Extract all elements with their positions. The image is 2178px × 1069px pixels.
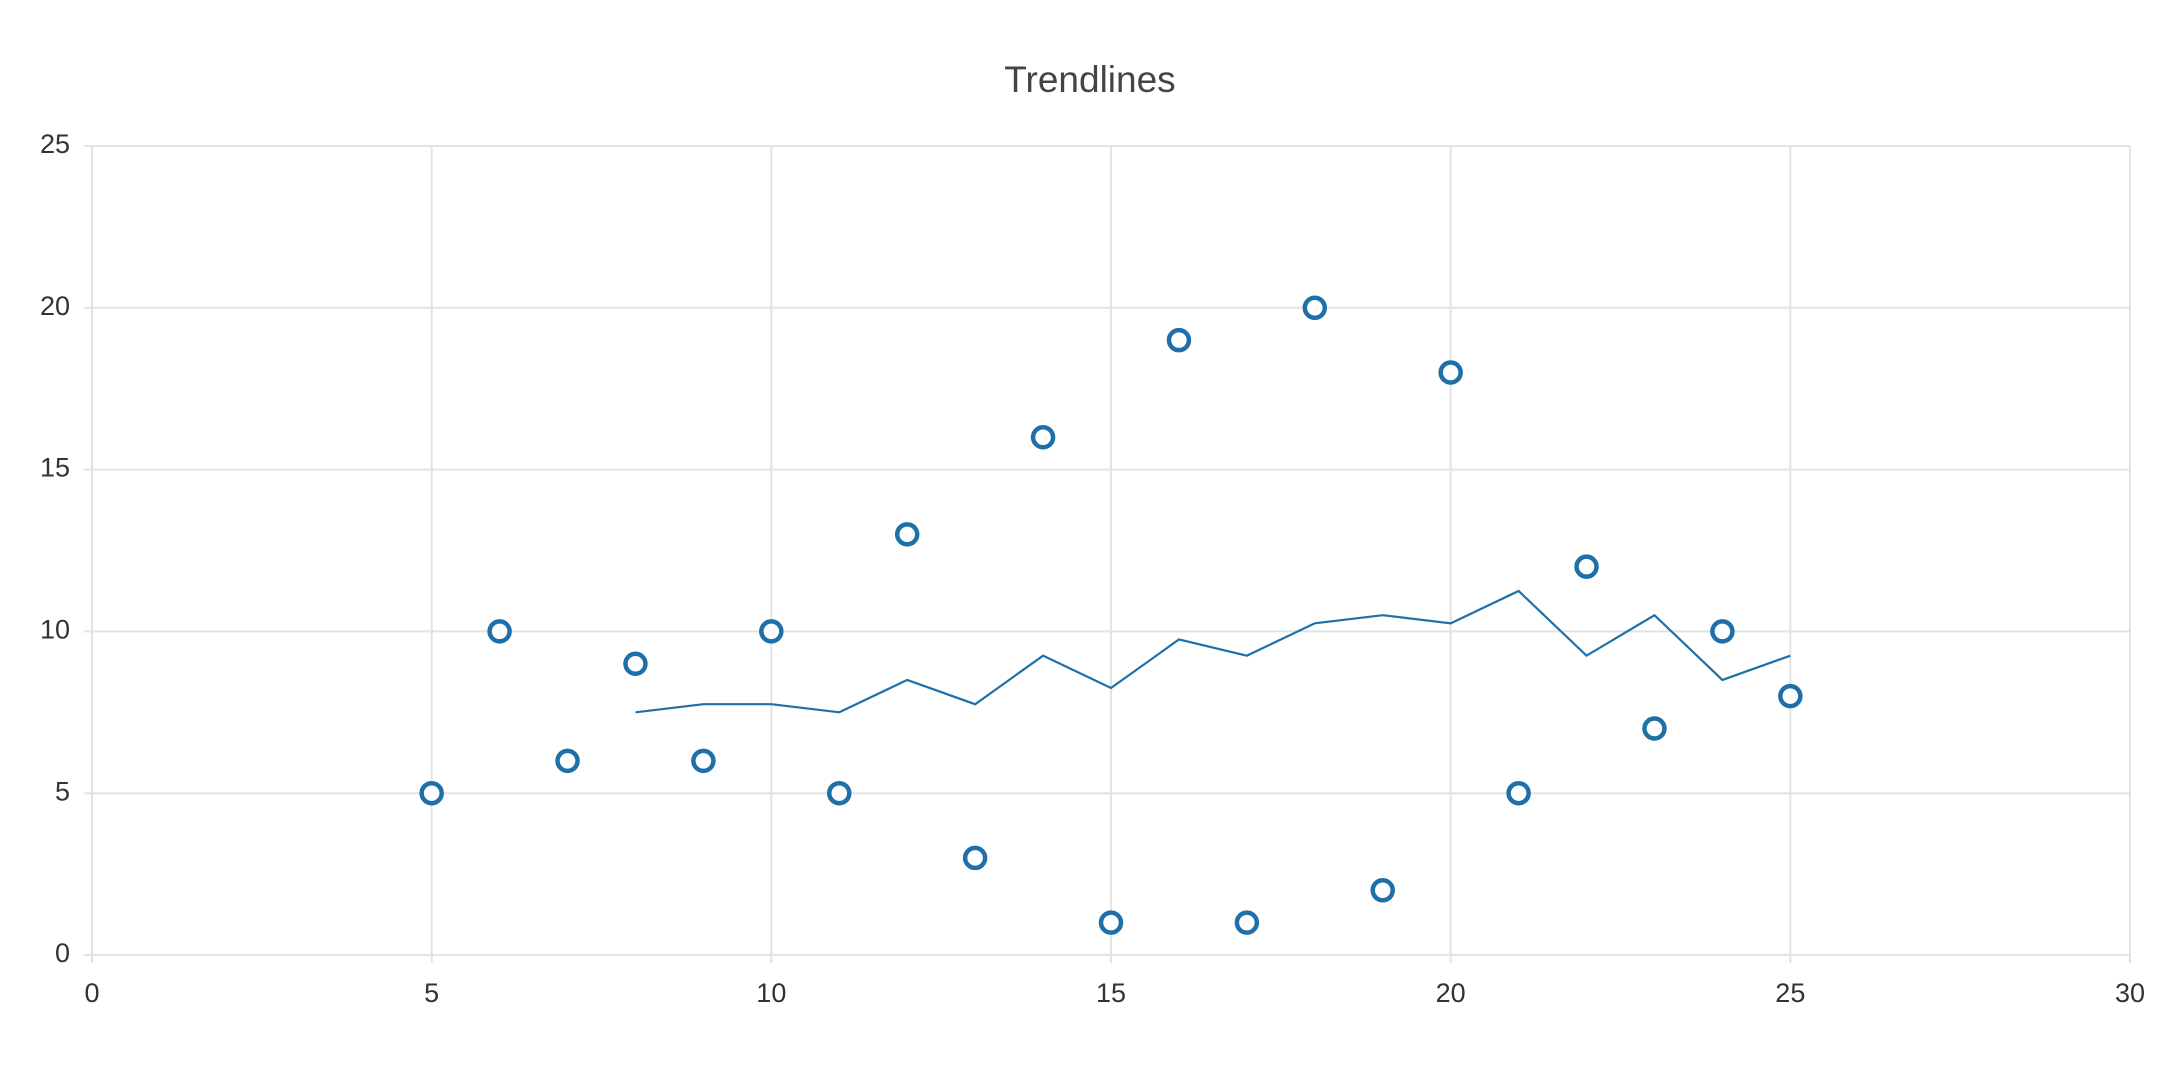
scatter-point (1030, 424, 1056, 450)
scatter-point (1506, 780, 1531, 806)
scatter-point (1438, 360, 1463, 385)
trend-line (635, 589, 1791, 714)
scatter-point (1098, 910, 1124, 935)
scatter-point (691, 748, 716, 774)
scatter-point (487, 619, 512, 644)
x-tick-label: 20 (1436, 978, 1466, 1008)
x-tick-label: 10 (756, 978, 786, 1008)
scatter-point (894, 522, 920, 547)
scatter-point (1370, 878, 1395, 903)
y-tick-label: 5 (55, 776, 70, 806)
scatter-point (1642, 716, 1667, 741)
y-tick-label: 20 (40, 291, 70, 321)
x-tick-label: 25 (1775, 978, 1805, 1008)
scatter-point (1710, 619, 1735, 644)
scatter-point (962, 845, 988, 871)
scatter-point (1778, 683, 1803, 709)
chart-title: Trendlines (1004, 59, 1175, 100)
scatter-point (1574, 554, 1599, 579)
x-tick-label: 30 (2115, 978, 2145, 1008)
scatter-point (759, 619, 784, 644)
scatter-point (623, 651, 648, 677)
y-tick-label: 10 (40, 615, 70, 645)
x-tick-label: 15 (1096, 978, 1126, 1008)
scatter-point (555, 748, 580, 774)
y-tick-label: 25 (40, 129, 70, 159)
y-tick-label: 15 (40, 453, 70, 483)
x-tick-label: 5 (424, 978, 439, 1008)
scatter-point (1302, 295, 1328, 321)
scatter-point (827, 780, 852, 806)
scatter-point (419, 780, 444, 806)
scatter-point (1166, 327, 1192, 353)
y-tick-label: 0 (55, 938, 70, 968)
scatter-point (1234, 910, 1260, 935)
x-tick-label: 0 (84, 978, 99, 1008)
